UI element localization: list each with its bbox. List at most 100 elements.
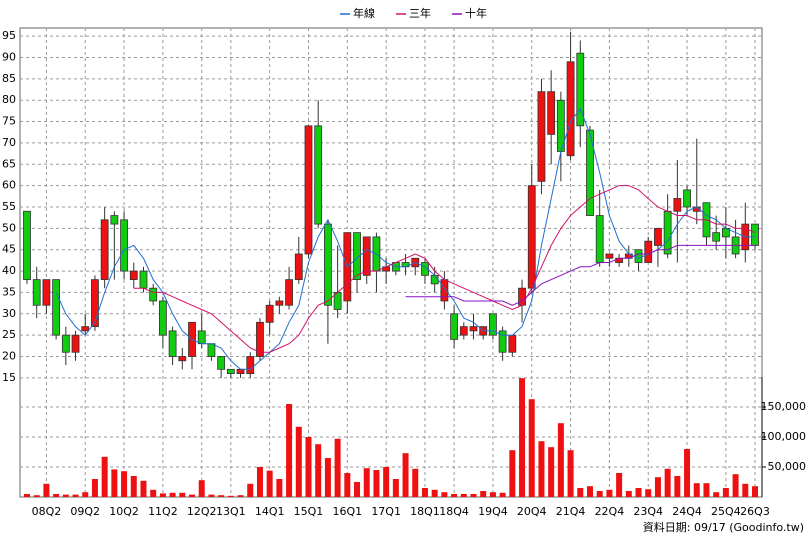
volume-bar <box>654 477 661 497</box>
candle-body <box>120 219 128 272</box>
volume-bar <box>344 473 351 497</box>
y-tick-label: 25 <box>2 328 16 341</box>
volume-bar <box>111 469 118 497</box>
legend-label: 年線 <box>353 6 375 20</box>
candle-body <box>566 61 575 157</box>
volume-bar <box>625 491 632 497</box>
volume-bar <box>218 495 225 497</box>
y2-tick-label: 100,000 <box>761 430 807 443</box>
candle-body <box>149 287 158 302</box>
volume-bar <box>441 492 448 497</box>
volume-bar <box>121 471 128 497</box>
candle-body <box>23 210 31 281</box>
footer: 資料日期: 09/17 (Goodinfo.tw) <box>643 520 804 534</box>
volume-bar <box>421 488 428 497</box>
volume-bar <box>616 473 623 497</box>
volume-bar <box>159 493 166 497</box>
volume-bar <box>684 449 691 497</box>
x-tick-label: 08Q2 <box>32 505 62 518</box>
y2-tick-label: 150,000 <box>761 400 807 413</box>
volume-bar <box>150 489 157 497</box>
candle-body <box>595 215 604 263</box>
candle-body <box>644 240 653 263</box>
candle-body <box>100 219 109 281</box>
volume-bar <box>499 492 506 497</box>
volume-bar <box>383 467 390 497</box>
y-tick-label: 80 <box>2 93 16 106</box>
volume-bar <box>130 476 137 497</box>
volume-bar <box>266 470 273 497</box>
volume-bar <box>363 468 370 497</box>
volume-bar <box>451 494 458 497</box>
y-tick-label: 45 <box>2 243 16 256</box>
ma-line <box>405 244 755 306</box>
x-tick-label: 20Q4 <box>517 505 547 518</box>
x-tick-label: 10Q2 <box>109 505 139 518</box>
volume-bar <box>586 486 593 497</box>
candle-body <box>246 356 255 375</box>
volume-bar <box>538 441 545 497</box>
y-tick-label: 70 <box>2 136 16 149</box>
candle-body <box>314 125 323 225</box>
candle-body <box>518 287 526 306</box>
candle-body <box>683 189 691 208</box>
x-tick-label: 21Q4 <box>556 505 586 518</box>
x-tick-label: 25Q4 <box>711 505 741 518</box>
volume-bar <box>227 495 234 497</box>
volume-bar <box>198 480 205 497</box>
x-tick-label: 17Q1 <box>371 505 401 518</box>
volume-bar <box>91 479 98 497</box>
candle-body <box>537 91 546 182</box>
x-tick-label: 12Q2 <box>187 505 217 518</box>
ma-line <box>55 107 755 370</box>
volume-bar <box>567 450 574 497</box>
volume-bar <box>305 437 312 497</box>
volume-bar <box>33 495 40 497</box>
volume-bar <box>693 483 700 497</box>
candle-body <box>197 330 206 345</box>
candle-body <box>158 300 167 336</box>
candle-body <box>751 223 759 246</box>
volume-bar <box>722 488 729 497</box>
candle-body <box>654 227 662 246</box>
y-tick-label: 30 <box>2 307 16 320</box>
candle-body <box>178 356 187 362</box>
candle-body <box>324 223 332 306</box>
volume-bar <box>392 479 399 497</box>
y-tick-label: 60 <box>2 179 16 192</box>
volume-bar <box>286 404 293 497</box>
x-tick-label: 18Q4 <box>439 505 469 518</box>
volume-bar <box>752 486 758 497</box>
candle-body <box>217 356 226 370</box>
ma-line <box>133 185 756 353</box>
volume-bar <box>635 488 642 497</box>
x-tick-label: 18Q1 <box>410 505 440 518</box>
y-tick-label: 40 <box>2 264 16 277</box>
volume-bar <box>470 494 477 497</box>
x-tick-label: 14Q1 <box>255 505 285 518</box>
volume-bar <box>62 494 69 497</box>
candle-body <box>634 249 643 263</box>
candle-body <box>498 330 507 353</box>
volume-bar <box>72 494 79 497</box>
candle-body <box>91 279 99 328</box>
volume-bar <box>402 453 409 497</box>
volume-bar <box>460 494 467 497</box>
volume-bar <box>53 494 60 497</box>
volume-bar <box>664 468 671 497</box>
y-tick-label: 95 <box>2 29 16 42</box>
candle-body <box>605 253 614 259</box>
volume-bar <box>82 492 89 497</box>
candle-body <box>129 270 138 281</box>
volume-bar <box>548 447 555 497</box>
candle-body <box>450 313 458 340</box>
y-tick-label: 75 <box>2 115 16 128</box>
y-tick-label: 20 <box>2 350 16 363</box>
y-tick-label: 55 <box>2 200 16 213</box>
volume-bar <box>528 399 535 497</box>
candle-body <box>275 300 284 306</box>
x-tick-label: 26Q3 <box>740 505 770 518</box>
candle-body <box>527 185 536 289</box>
candle-body <box>353 232 361 281</box>
candle-body <box>508 334 517 353</box>
